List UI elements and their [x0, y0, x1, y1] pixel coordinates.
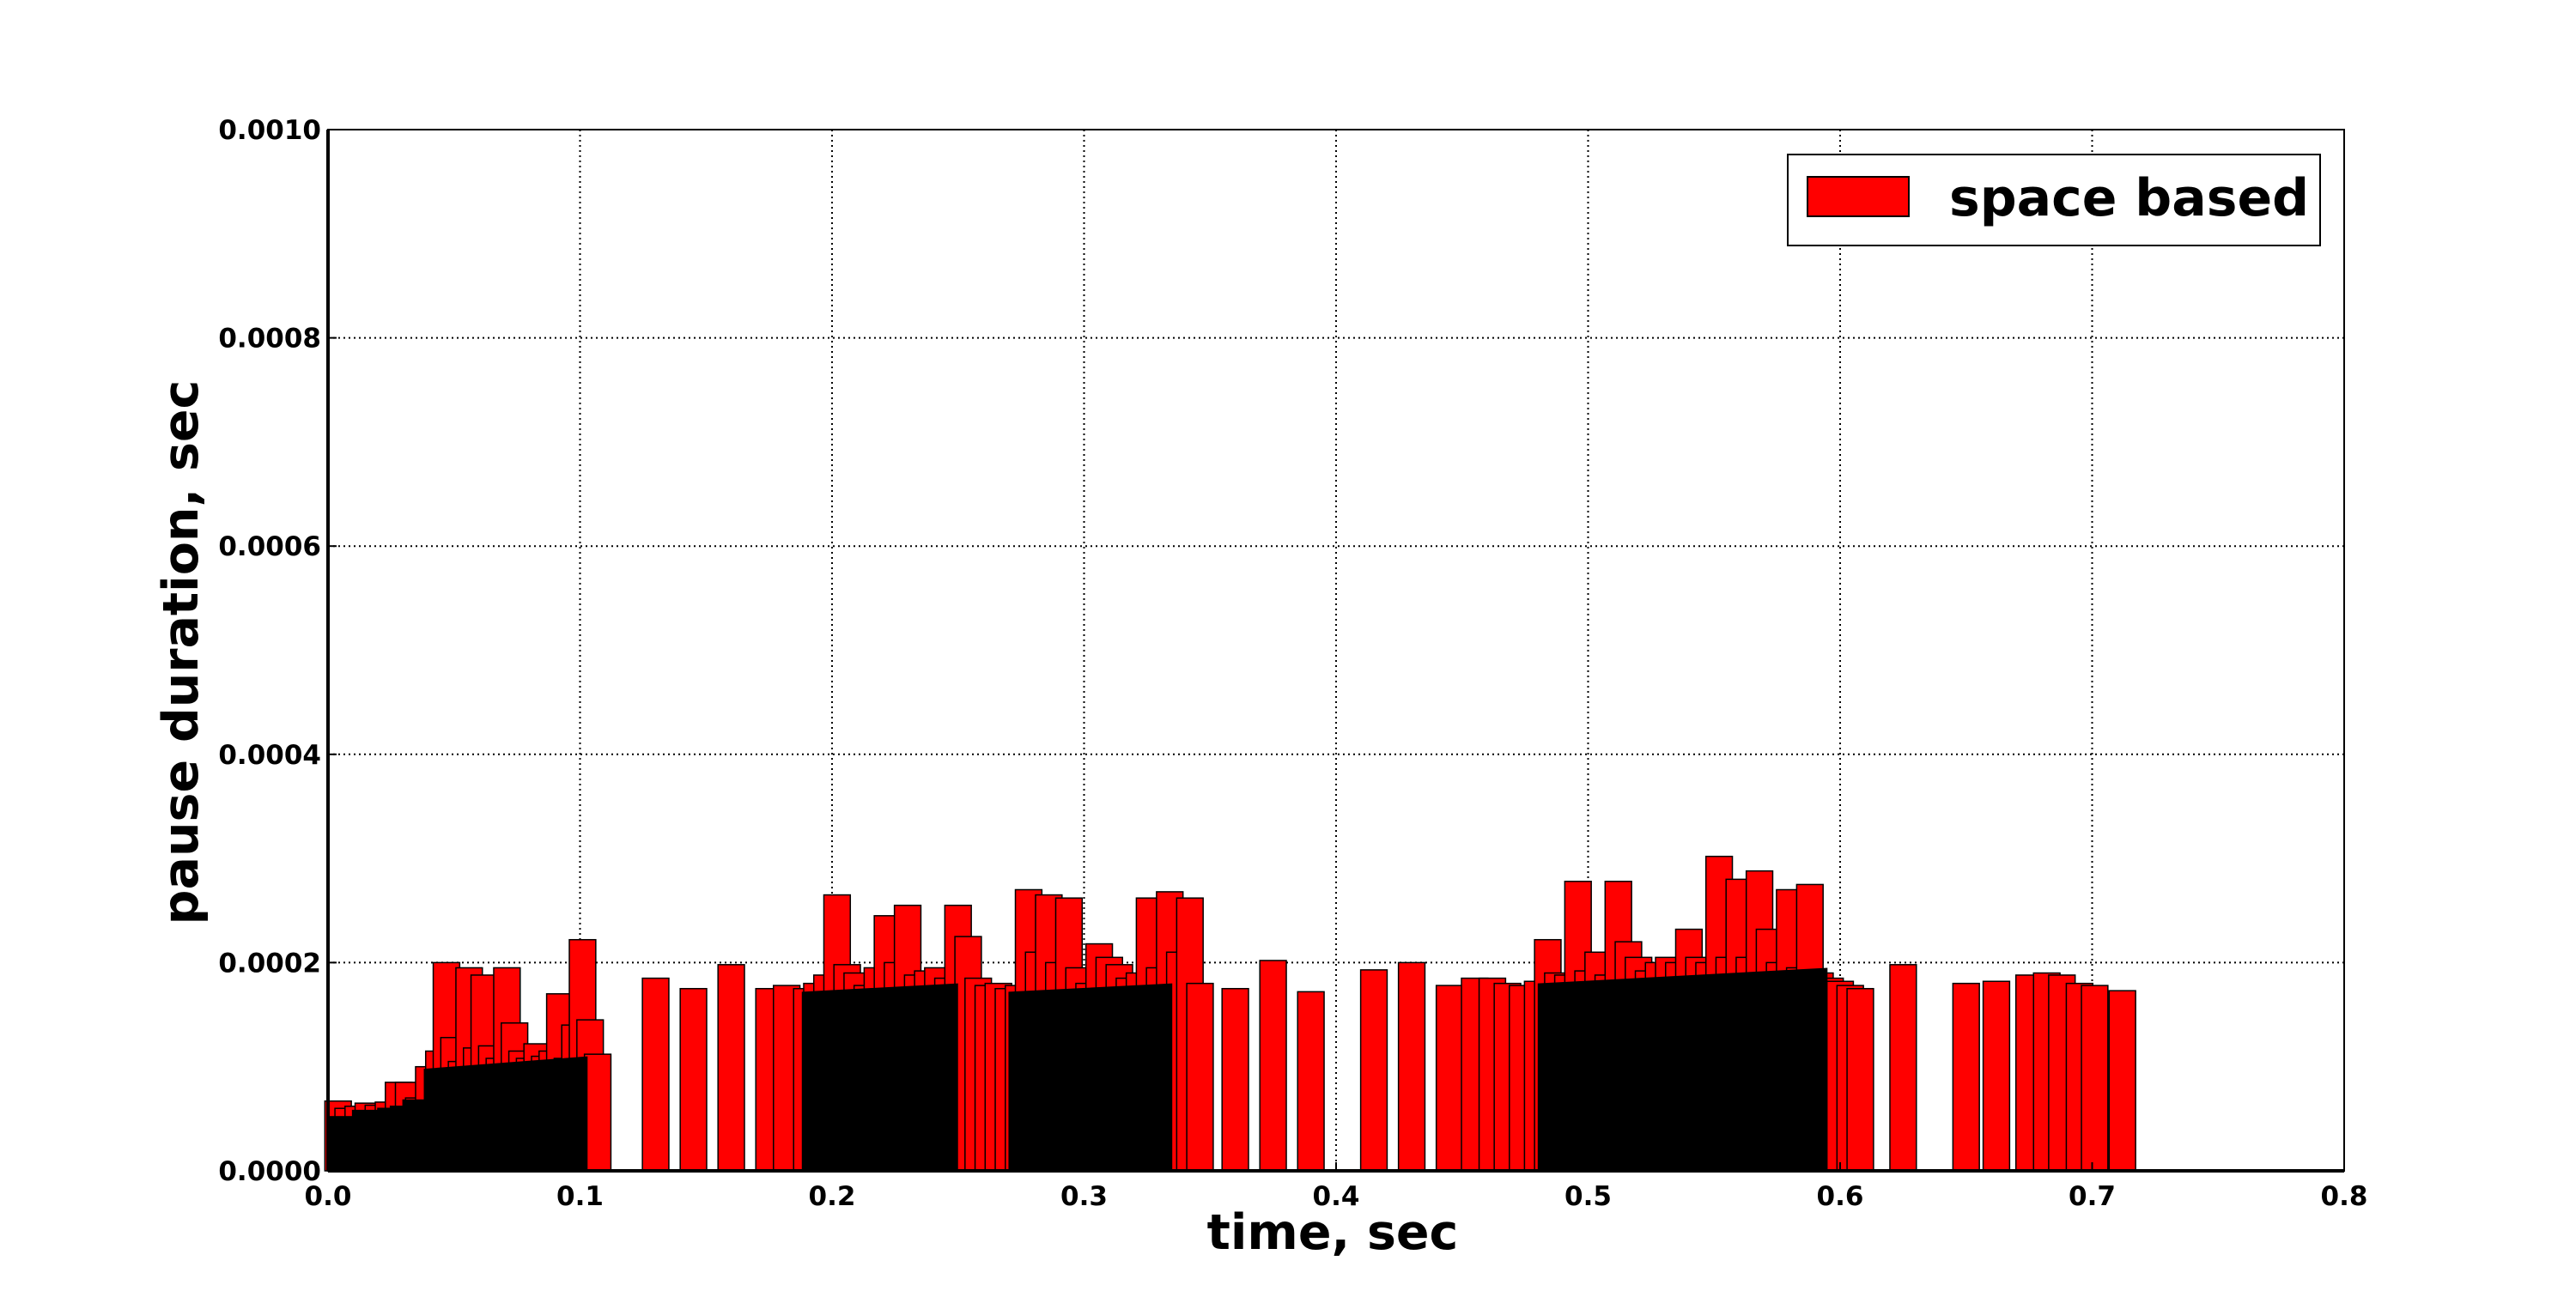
- bar: [1889, 964, 1917, 1172]
- axes: [326, 129, 2345, 1173]
- x-tick-label: 0.8: [2321, 1181, 2368, 1212]
- bar: [1982, 980, 2011, 1172]
- x-axis-label: time, sec: [1207, 1204, 1459, 1261]
- legend-swatch: [1807, 176, 1910, 217]
- y-tick-label: 0.0004: [218, 740, 321, 771]
- bar: [717, 964, 745, 1172]
- bar: [583, 1053, 612, 1172]
- y-tick-label: 0.0008: [218, 324, 321, 355]
- overlap-region: [1008, 983, 1173, 1171]
- x-tick-label: 0.4: [1313, 1181, 1360, 1212]
- y-tick-label: 0.0006: [218, 531, 321, 562]
- bar: [2108, 990, 2136, 1172]
- y-axis-label: pause duration, sec: [153, 380, 210, 925]
- overlap-region: [1537, 967, 1828, 1171]
- y-tick-label: 0.0010: [218, 115, 321, 146]
- overlap-region: [801, 983, 958, 1171]
- tick-labels: 0.0 0.1 0.2 0.3 0.4 0.5 0.6 0.7 0.8 0.0000 0.0002 0…: [218, 115, 2367, 1212]
- bar: [1186, 982, 1214, 1172]
- bar: [1359, 969, 1388, 1172]
- bar: [1435, 985, 1464, 1172]
- bars: [324, 855, 2136, 1172]
- x-tick-label: 0.7: [2069, 1181, 2116, 1212]
- x-tick-label: 0.0: [305, 1181, 352, 1212]
- bar: [2081, 985, 2109, 1172]
- y-tick-label: 0.0000: [218, 1156, 321, 1187]
- y-tick-label: 0.0002: [218, 948, 321, 979]
- overlap-region: [423, 1056, 588, 1171]
- x-tick-label: 0.3: [1060, 1181, 1108, 1212]
- x-tick-label: 0.5: [1564, 1181, 1612, 1212]
- bar: [1259, 960, 1287, 1172]
- x-tick-label: 0.2: [809, 1181, 856, 1212]
- legend-label: space based: [1949, 168, 2309, 228]
- legend[interactable]: space based: [1787, 154, 2321, 246]
- bar: [1221, 987, 1249, 1172]
- bar: [1297, 991, 1325, 1172]
- bar: [1952, 982, 1980, 1172]
- bar: [679, 987, 708, 1172]
- x-tick-label: 0.6: [1817, 1181, 1864, 1212]
- x-tick-label: 0.1: [556, 1181, 604, 1212]
- bar: [1846, 987, 1874, 1172]
- bar: [641, 977, 670, 1172]
- bar: [1397, 961, 1426, 1172]
